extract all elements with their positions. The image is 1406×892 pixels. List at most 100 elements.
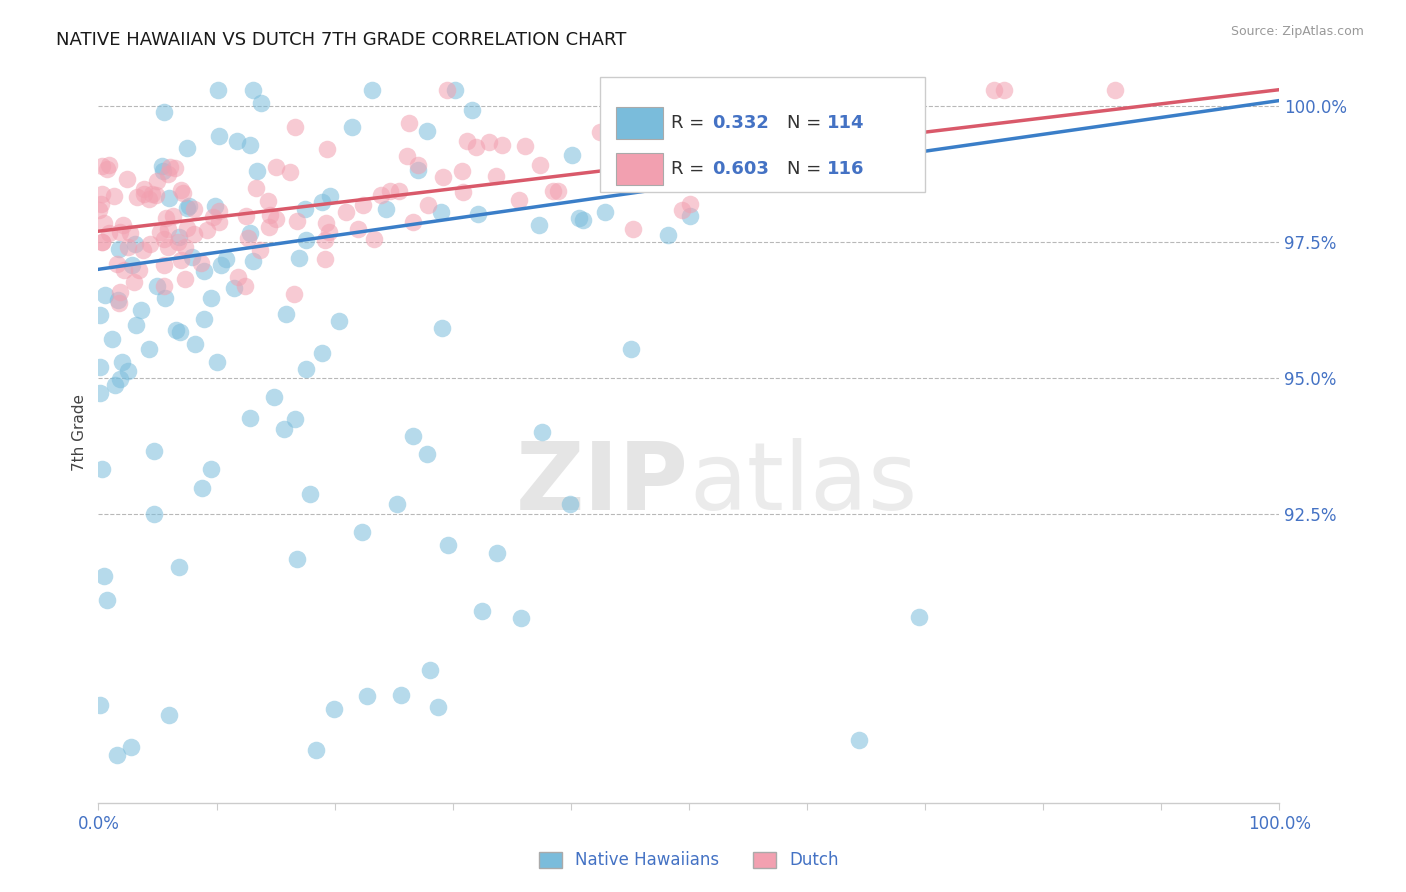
Point	[295, 361, 318, 376]
Point	[93, 288, 115, 302]
Point	[96, 592, 118, 607]
Point	[679, 197, 702, 211]
Point	[561, 148, 583, 162]
Point	[128, 262, 150, 277]
Point	[239, 411, 262, 425]
Point	[612, 100, 634, 114]
Text: N =: N =	[787, 160, 827, 178]
Point	[389, 688, 412, 702]
Point	[179, 199, 201, 213]
Point	[165, 161, 187, 175]
Point	[87, 202, 110, 217]
Point	[328, 314, 350, 328]
Point	[477, 136, 499, 150]
Point	[620, 343, 643, 357]
Point	[465, 140, 488, 154]
Point	[342, 120, 364, 135]
Point	[250, 96, 273, 111]
Point	[153, 105, 176, 120]
Point	[173, 240, 195, 254]
FancyBboxPatch shape	[616, 107, 664, 139]
Point	[347, 222, 370, 236]
Point	[195, 223, 218, 237]
Point	[395, 149, 418, 163]
Point	[294, 233, 316, 247]
Point	[276, 307, 298, 321]
Point	[204, 199, 226, 213]
Point	[132, 187, 155, 202]
Text: ZIP: ZIP	[516, 439, 689, 531]
Point	[176, 141, 198, 155]
Point	[152, 164, 174, 178]
Point	[89, 309, 111, 323]
Point	[432, 321, 454, 335]
Point	[145, 187, 167, 202]
Point	[157, 167, 180, 181]
Y-axis label: 7th Grade: 7th Grade	[72, 394, 87, 471]
Point	[121, 259, 143, 273]
Point	[125, 318, 148, 333]
Point	[105, 747, 128, 762]
Point	[89, 385, 111, 400]
Point	[107, 293, 129, 307]
Point	[264, 211, 287, 226]
Point	[471, 604, 494, 618]
Point	[273, 422, 295, 436]
Point	[208, 129, 231, 144]
Point	[176, 220, 198, 235]
Point	[141, 187, 163, 202]
Point	[131, 303, 153, 318]
Point	[370, 188, 392, 202]
Text: N =: N =	[787, 114, 827, 132]
Point	[97, 158, 120, 172]
Point	[508, 193, 530, 207]
Point	[209, 258, 232, 272]
Point	[146, 278, 169, 293]
Point	[226, 269, 249, 284]
Point	[167, 560, 190, 574]
Point	[288, 251, 311, 265]
Point	[169, 325, 191, 339]
Point	[152, 258, 174, 272]
Point	[181, 250, 204, 264]
Point	[207, 83, 229, 97]
Point	[513, 139, 536, 153]
Point	[246, 163, 269, 178]
Point	[436, 537, 458, 551]
Point	[908, 610, 931, 624]
Text: 114: 114	[827, 114, 865, 132]
Point	[263, 390, 285, 404]
Point	[378, 184, 401, 198]
Point	[110, 372, 132, 386]
Point	[120, 740, 142, 755]
Text: 0.332: 0.332	[713, 114, 769, 132]
FancyBboxPatch shape	[600, 78, 925, 192]
Point	[589, 125, 612, 139]
Point	[104, 378, 127, 392]
Point	[157, 191, 180, 205]
Point	[305, 743, 328, 757]
Point	[142, 443, 165, 458]
Point	[311, 195, 333, 210]
Point	[314, 233, 336, 247]
Point	[249, 244, 271, 258]
Point	[93, 216, 115, 230]
Point	[299, 487, 322, 501]
Text: NATIVE HAWAIIAN VS DUTCH 7TH GRADE CORRELATION CHART: NATIVE HAWAIIAN VS DUTCH 7TH GRADE CORRE…	[56, 31, 627, 49]
Point	[183, 202, 205, 216]
Point	[157, 708, 180, 723]
Point	[361, 83, 384, 97]
Point	[335, 205, 357, 219]
Point	[427, 699, 450, 714]
Point	[170, 184, 193, 198]
Point	[120, 226, 142, 240]
Point	[235, 209, 257, 223]
Point	[659, 158, 682, 172]
Point	[93, 568, 115, 582]
Point	[897, 93, 920, 107]
Point	[432, 169, 454, 184]
Point	[1104, 83, 1126, 97]
Point	[311, 345, 333, 359]
Point	[150, 159, 173, 173]
Text: 116: 116	[827, 160, 865, 178]
